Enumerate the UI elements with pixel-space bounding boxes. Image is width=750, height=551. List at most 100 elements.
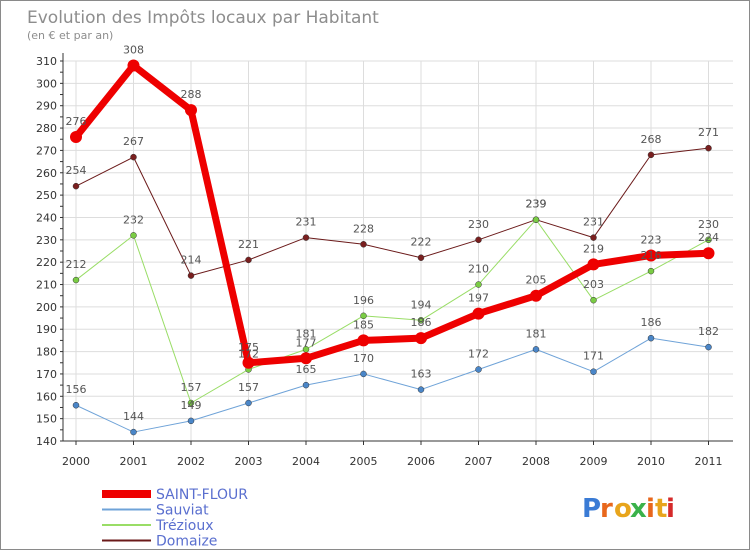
x-tick-label: 2002 [177,455,205,468]
y-tick-label: 290 [36,100,57,113]
data-label-tr-zioux: 212 [66,258,87,271]
point-sauviat [647,334,655,342]
y-tick-label: 280 [36,122,57,135]
data-label-saint-flour: 308 [123,43,144,56]
y-tick-label: 260 [36,167,57,180]
logo-letter: i [666,494,675,524]
data-label-sauviat: 170 [353,352,374,365]
data-label-saint-flour: 288 [181,88,202,101]
point-saint-flour [242,356,255,369]
data-label-saint-flour: 276 [66,115,87,128]
point-saint-flour [127,59,140,72]
y-tick-label: 180 [36,346,57,359]
point-domaize [245,256,252,264]
point-domaize [417,254,425,261]
data-label-sauviat: 149 [181,399,202,412]
y-tick-label: 270 [36,144,57,157]
logo-letter: P [582,494,601,524]
data-label-domaize: 271 [698,126,719,139]
point-sauviat [130,428,137,436]
legend-label-domaize: Domaize [156,534,217,550]
data-label-sauviat: 165 [296,363,317,376]
point-tr-zioux [532,216,540,223]
point-domaize [187,272,195,279]
data-label-domaize: 230 [468,218,489,231]
x-tick-label: 2009 [580,455,608,468]
point-tr-zioux [590,296,597,304]
point-domaize [647,151,655,159]
y-tick-label: 220 [36,256,57,269]
data-label-tr-zioux: 181 [296,327,317,340]
axis-layer: 140 150 160 170 180 190 200 210 220 230 240 250 260 2… [36,53,733,468]
data-label-sauviat: 172 [468,347,489,360]
point-domaize [590,234,597,241]
data-label-sauviat: 156 [66,383,87,396]
data-label-domaize: 268 [641,133,662,146]
series-layer [70,59,715,436]
x-tick-label: 2000 [62,455,90,468]
point-tr-zioux [475,281,482,288]
data-label-domaize: 228 [353,222,374,235]
data-label-domaize: 231 [583,216,604,229]
x-tick-label: 2001 [120,455,148,468]
data-label-tr-zioux: 172 [238,347,259,360]
point-saint-flour [300,352,312,365]
point-tr-zioux [360,312,367,320]
y-tick-label: 240 [36,211,57,224]
data-label-sauviat: 182 [698,325,719,338]
point-sauviat [417,386,425,393]
y-tick-label: 160 [36,390,57,403]
logo-letter: x [630,494,647,524]
point-saint-flour [357,334,370,347]
point-tr-zioux [705,236,712,244]
data-label-tr-zioux: 232 [123,213,144,226]
data-label-domaize: 267 [123,135,144,148]
point-tr-zioux [187,399,195,407]
data-label-tr-zioux: 196 [353,294,374,307]
data-label-tr-zioux: 239 [526,198,547,211]
data-label-sauviat: 181 [526,327,547,340]
point-tr-zioux [647,267,655,275]
data-label-layer: 254 267 214 221 231 228 222 230 239 231 268 271 212 2… [66,43,720,423]
point-sauviat [705,343,712,351]
point-sauviat [360,370,367,378]
data-label-tr-zioux: 203 [583,278,604,291]
point-saint-flour [70,131,82,143]
y-tick-label: 190 [36,323,57,336]
data-label-domaize: 231 [296,216,317,229]
legend-label-saint-flour: SAINT-FLOUR [156,487,248,503]
y-tick-label: 170 [36,368,57,381]
x-tick-label: 2006 [407,455,435,468]
series-line-domaize [75,147,709,277]
series-line-saint-flour [72,61,712,367]
data-label-domaize: 221 [238,238,259,251]
data-label-sauviat: 144 [123,410,144,423]
point-sauviat [187,417,195,425]
point-saint-flour [645,249,657,262]
data-label-domaize: 254 [66,164,87,177]
logo-letter: t [655,494,667,524]
legend-label-sauviat: Sauviat [156,503,209,519]
data-label-domaize: 214 [181,254,202,267]
point-sauviat [72,401,80,409]
x-tick-label: 2005 [350,455,378,468]
data-label-saint-flour: 175 [238,341,259,354]
point-tr-zioux [72,276,80,284]
point-domaize [705,144,712,152]
data-label-sauviat: 186 [641,316,662,329]
point-saint-flour [702,247,715,260]
point-sauviat [245,399,252,407]
legend-label-tr-zioux: Trézioux [155,518,214,534]
data-label-saint-flour: 219 [583,242,604,255]
y-tick-label: 310 [36,55,57,68]
y-tick-label: 140 [36,435,57,448]
logo-letter: i [646,494,655,524]
series-line-sauviat [75,337,709,433]
y-tick-label: 200 [36,301,57,314]
chart-title: Evolution des Impôts locaux par Habitant [27,8,379,28]
data-label-domaize: 222 [411,236,432,249]
data-label-sauviat: 163 [411,368,432,381]
x-tick-label: 2010 [637,455,665,468]
logo-letter: r [600,494,613,524]
